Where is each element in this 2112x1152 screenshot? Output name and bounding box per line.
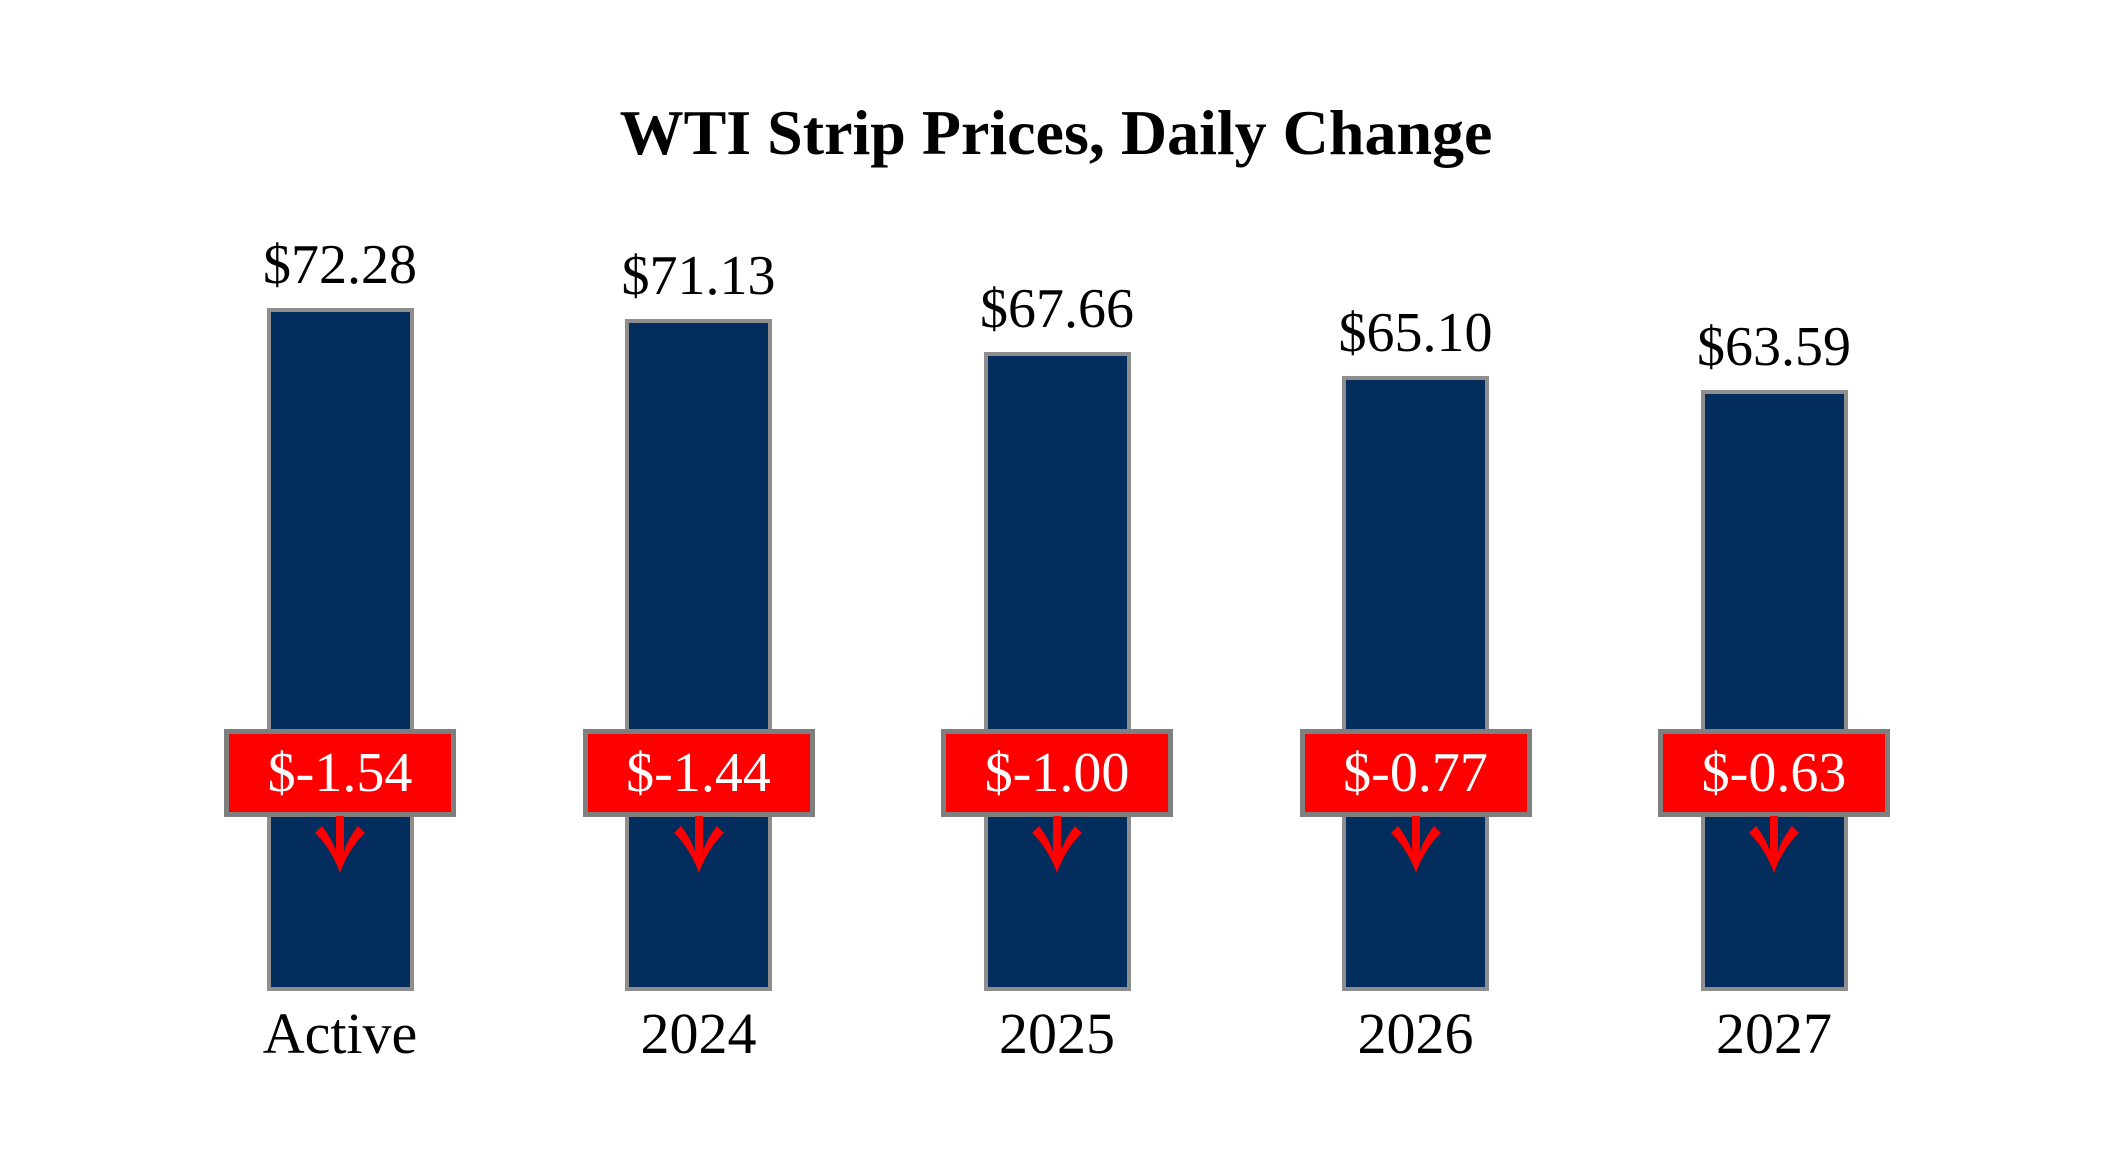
category-label-2026: 2026: [1357, 1001, 1474, 1066]
bar-2027: [1700, 390, 1848, 991]
price-label-2027: $63.59: [1697, 316, 1851, 378]
down-arrow-icon: [1390, 816, 1441, 873]
daily-change-badge-2025: $-1.00: [941, 729, 1173, 817]
price-label-2024: $71.13: [621, 245, 776, 307]
price-label-active: $72.28: [263, 234, 417, 296]
down-arrow-icon: [315, 816, 365, 873]
daily-change-badge-2027: $-0.63: [1658, 729, 1890, 817]
category-label-active: Active: [262, 1001, 418, 1066]
price-label-2026: $65.10: [1338, 302, 1493, 364]
down-arrow-icon: [1032, 816, 1082, 873]
chart-title: WTI Strip Prices, Daily Change: [619, 97, 1493, 168]
down-arrow-icon: [1749, 816, 1799, 873]
bar-2026: [1342, 376, 1489, 991]
price-label-2025: $67.66: [980, 278, 1134, 340]
daily-change-badge-2024: $-1.44: [582, 729, 815, 817]
daily-change-badge-active: $-1.54: [224, 729, 456, 817]
down-arrow-icon: [673, 816, 724, 873]
bar-2024: [625, 319, 772, 991]
bar-active: [266, 308, 414, 991]
daily-change-badge-2026: $-0.77: [1299, 729, 1532, 817]
bar-2025: [983, 352, 1131, 991]
category-label-2027: 2027: [1716, 1001, 1832, 1066]
category-label-2025: 2025: [999, 1001, 1115, 1066]
category-label-2024: 2024: [640, 1001, 757, 1066]
